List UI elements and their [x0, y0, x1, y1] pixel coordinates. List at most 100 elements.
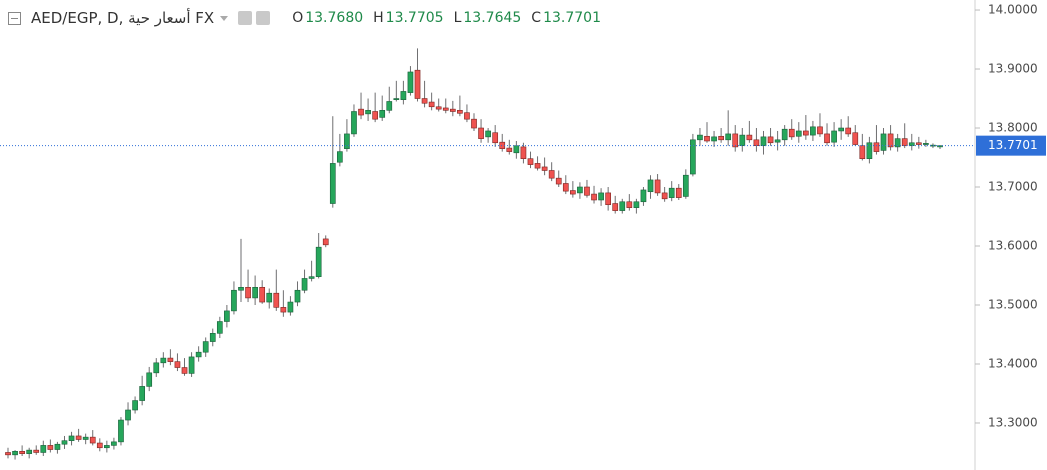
y-tick-label: 13.6000 [988, 239, 1038, 253]
candle-body [89, 436, 96, 444]
candle-body [61, 440, 68, 445]
candle-body [280, 307, 287, 313]
candle-body [238, 286, 244, 291]
candle-body [901, 138, 908, 147]
candle-body [82, 436, 89, 440]
candle-body [492, 132, 499, 144]
candle-body [54, 443, 61, 450]
ohlc-key: O [292, 10, 304, 26]
candle-body [810, 126, 816, 136]
candle-body [358, 108, 364, 116]
candle-body [838, 127, 844, 132]
candle-body [760, 136, 767, 147]
candle-body [160, 357, 167, 364]
ohlc-key: C [531, 10, 542, 26]
candle-body [351, 111, 357, 135]
candle-body [372, 111, 378, 120]
candle-body [26, 449, 33, 454]
collapse-icon[interactable] [8, 11, 21, 25]
candle-body [577, 186, 583, 194]
candle-body [245, 286, 251, 299]
candle-body [873, 142, 880, 152]
candle-body [746, 134, 753, 141]
candle-body [697, 134, 703, 141]
candle-body [767, 136, 774, 144]
candle-body [12, 450, 18, 456]
ohlc-value: 13.7680 [305, 10, 364, 26]
candle-body [866, 142, 873, 159]
candle-body [619, 201, 626, 211]
candle-body [506, 147, 513, 152]
ohlc-value: 13.7705 [385, 10, 444, 26]
candle-body [322, 238, 329, 246]
y-tick-label: 13.7000 [988, 180, 1038, 194]
candle-body [880, 133, 887, 151]
candle-body [40, 445, 47, 453]
y-tick-label: 13.5000 [988, 297, 1038, 311]
candle-body [118, 419, 124, 443]
candle-body [315, 246, 322, 277]
candle-body [675, 187, 682, 198]
candle-body [555, 177, 562, 185]
candle-body [732, 133, 739, 148]
candle-body [365, 110, 371, 115]
candle-body [68, 435, 75, 441]
candle-body [181, 367, 188, 374]
last-price-label: 13.7701 [988, 138, 1038, 152]
candle-body [449, 108, 456, 112]
candle-body [457, 110, 463, 114]
candle-body [464, 112, 470, 120]
candle-body [308, 276, 315, 279]
candle-body [146, 372, 153, 387]
candle-body [711, 136, 717, 142]
candle-body [414, 69, 421, 99]
candle-body [471, 118, 477, 129]
candle-body [668, 187, 675, 198]
candle-body [626, 201, 633, 208]
candle-body [188, 356, 195, 374]
candle-body [174, 361, 181, 368]
candle-body [435, 106, 442, 110]
candle-body [753, 139, 760, 147]
candle-body [209, 333, 216, 342]
candle-body [111, 441, 117, 446]
settings-icon[interactable] [256, 11, 271, 25]
candle-body [75, 435, 82, 440]
candle-body [104, 445, 110, 449]
candle-body [259, 286, 266, 303]
candle-body [442, 107, 449, 111]
candle-body [852, 132, 859, 145]
candle-body [661, 192, 668, 200]
candle-body [379, 110, 386, 118]
candle-body [216, 321, 223, 334]
candle-body [704, 135, 710, 142]
candle-body [485, 130, 491, 138]
candle-body [584, 186, 590, 196]
candle-body [344, 133, 350, 149]
candle-body [541, 166, 548, 171]
candle-body [287, 301, 294, 313]
candle-body [407, 71, 414, 93]
ohlc-value: 13.7645 [463, 10, 522, 26]
visibility-icon[interactable] [238, 11, 253, 25]
candle-body [19, 450, 25, 454]
ohlc-value: 13.7701 [543, 10, 601, 26]
candle-body [930, 144, 936, 147]
candle-body [153, 362, 160, 374]
candle-body [788, 128, 795, 138]
candle-body [421, 98, 428, 104]
candle-body [640, 189, 647, 203]
candle-body [887, 133, 894, 148]
candle-body [570, 190, 576, 195]
candle-body [894, 138, 901, 148]
candle-body [33, 449, 40, 453]
candle-body [817, 126, 823, 135]
candle-body [803, 130, 809, 136]
candle-body [513, 145, 520, 154]
candle-body [605, 192, 611, 206]
symbol-menu[interactable] [220, 15, 229, 21]
candle-body [202, 341, 209, 353]
candle-body [612, 203, 619, 211]
candle-body [915, 142, 922, 145]
